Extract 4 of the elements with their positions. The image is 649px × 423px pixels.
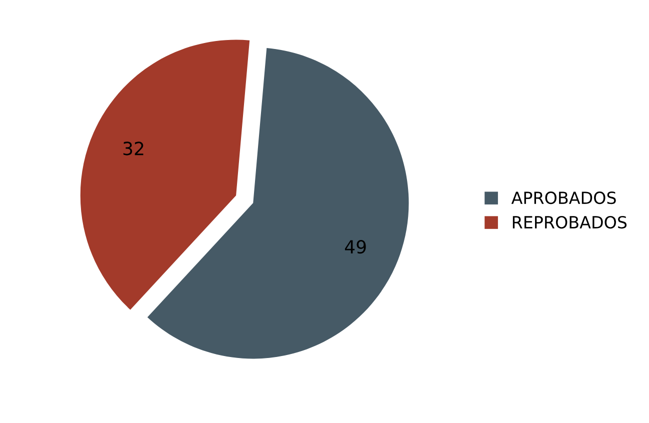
data-label: 49 xyxy=(344,240,366,254)
data-label: 32 xyxy=(123,142,144,156)
legend-label: APROBADOS xyxy=(511,191,616,204)
legend-label: REPROBADOS xyxy=(512,216,627,229)
